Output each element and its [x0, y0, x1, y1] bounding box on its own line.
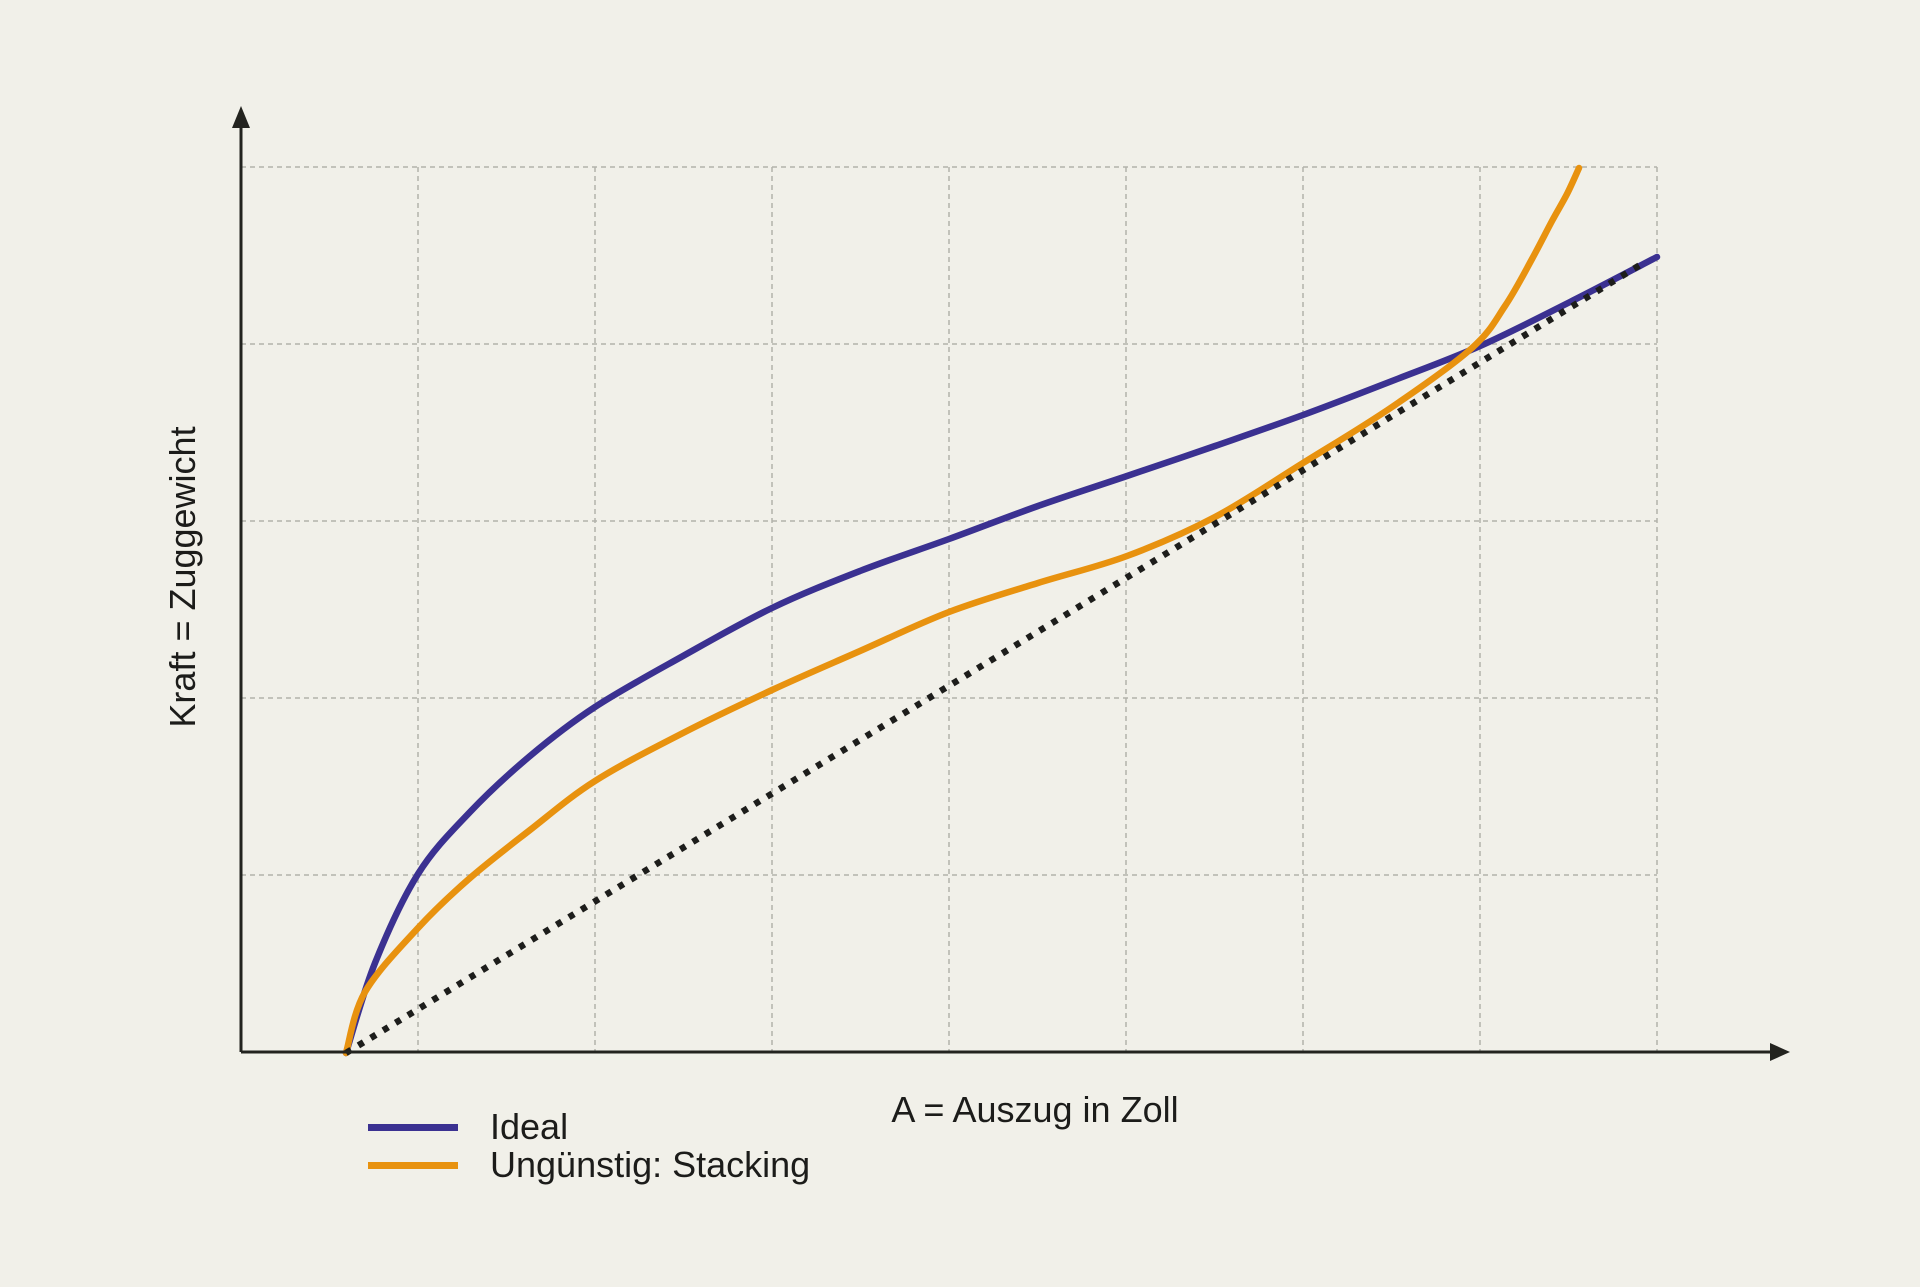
legend-label-stacking: Ungünstig: Stacking	[490, 1144, 811, 1185]
legend-swatch-ideal-line	[368, 1123, 458, 1131]
legend-item-stacking: Ungünstig: Stacking	[368, 1144, 811, 1185]
series-line-stacking	[342, 164, 1583, 1057]
x-axis-arrow-icon	[1770, 1043, 1790, 1061]
legend-swatch-stacking-line	[368, 1161, 458, 1169]
legend: Ideal Ungünstig: Stacking	[368, 1106, 811, 1185]
x-axis-label: A = Auszug in Zoll	[891, 1089, 1179, 1131]
y-axis-arrow-icon	[232, 106, 250, 128]
legend-label-ideal: Ideal	[490, 1106, 569, 1147]
series-line-diagonal-reference	[344, 259, 1647, 1056]
legend-item-ideal: Ideal	[368, 1106, 810, 1147]
series-line-ideal	[342, 253, 1661, 1057]
y-axis-label: Kraft = Zuggewicht	[162, 426, 204, 728]
